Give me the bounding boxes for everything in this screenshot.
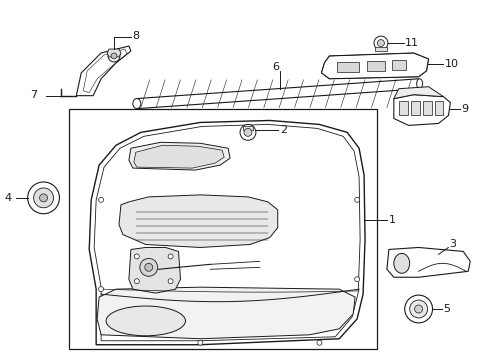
Bar [398, 100, 407, 114]
Circle shape [414, 305, 422, 313]
Ellipse shape [133, 99, 141, 109]
Polygon shape [89, 121, 365, 345]
Polygon shape [107, 49, 121, 57]
Circle shape [99, 287, 103, 292]
Bar [374, 47, 386, 51]
Circle shape [108, 50, 120, 62]
Circle shape [111, 53, 117, 59]
Circle shape [377, 40, 384, 46]
Circle shape [144, 264, 152, 271]
Circle shape [240, 125, 255, 140]
Ellipse shape [106, 306, 185, 336]
Text: 2: 2 [279, 125, 286, 135]
Circle shape [409, 300, 427, 318]
Text: 1: 1 [388, 215, 395, 225]
Text: 3: 3 [448, 239, 455, 248]
Circle shape [134, 254, 139, 259]
Circle shape [99, 197, 103, 202]
Text: 6: 6 [272, 62, 279, 72]
Polygon shape [136, 79, 420, 109]
Bar [69, 109, 376, 349]
Circle shape [34, 188, 53, 208]
Text: 4: 4 [5, 193, 12, 203]
Polygon shape [76, 46, 131, 96]
Polygon shape [129, 247, 180, 293]
Circle shape [140, 258, 157, 276]
Text: 7: 7 [30, 90, 38, 100]
Circle shape [354, 197, 359, 202]
Polygon shape [129, 142, 230, 170]
Bar [434, 100, 443, 114]
Text: 10: 10 [444, 59, 458, 69]
Circle shape [316, 340, 321, 345]
Text: 11: 11 [404, 38, 418, 48]
Polygon shape [321, 53, 427, 79]
Bar [243, 126, 252, 130]
Text: 9: 9 [460, 104, 468, 113]
Ellipse shape [416, 79, 422, 89]
Polygon shape [393, 95, 449, 125]
Text: 8: 8 [132, 31, 139, 41]
Ellipse shape [393, 253, 409, 273]
Circle shape [198, 340, 203, 345]
Bar [422, 100, 431, 114]
Polygon shape [119, 195, 277, 247]
Bar [337, 62, 358, 72]
Circle shape [40, 194, 47, 202]
Circle shape [168, 279, 173, 284]
Bar [410, 100, 419, 114]
Circle shape [373, 36, 387, 50]
Bar [391, 60, 405, 70]
Text: 5: 5 [443, 304, 449, 314]
Polygon shape [97, 287, 354, 339]
Circle shape [168, 254, 173, 259]
Circle shape [134, 279, 139, 284]
Circle shape [404, 295, 432, 323]
Bar [366, 61, 384, 71]
Circle shape [28, 182, 60, 214]
Polygon shape [386, 247, 469, 277]
Polygon shape [393, 87, 443, 99]
Circle shape [244, 129, 251, 136]
Polygon shape [134, 145, 224, 168]
Circle shape [354, 277, 359, 282]
